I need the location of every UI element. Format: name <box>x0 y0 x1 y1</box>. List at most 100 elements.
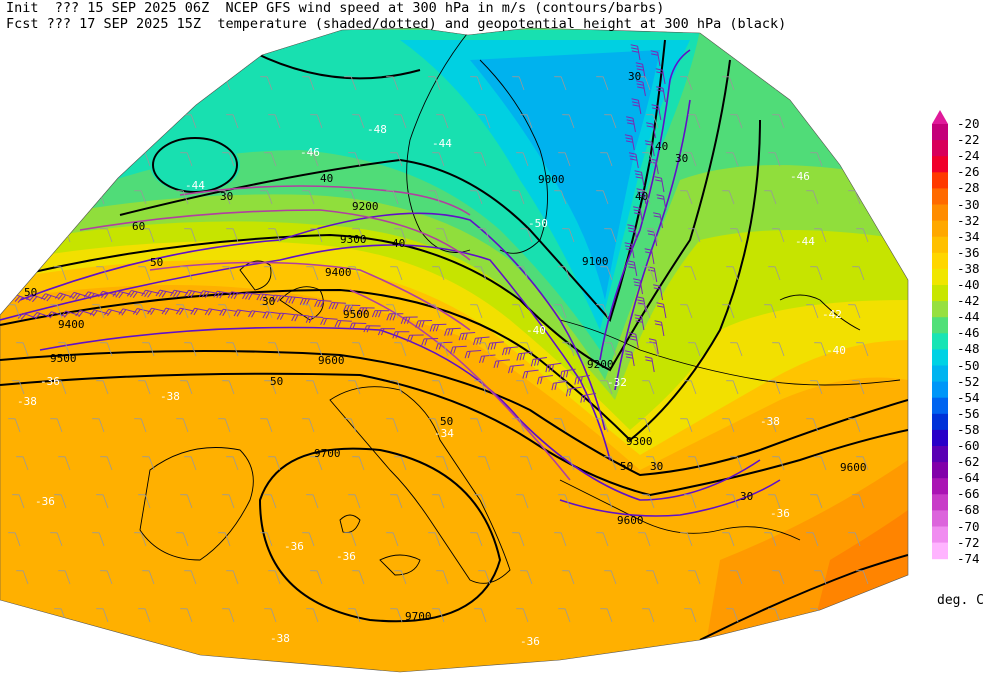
wind-barb <box>180 608 193 623</box>
colorbar-label: -24 <box>957 148 980 164</box>
colorbar-swatch <box>932 204 948 222</box>
wind-barb <box>363 325 381 333</box>
wind-barb <box>806 418 819 433</box>
wind-barb <box>848 190 861 205</box>
colorbar-label: -44 <box>957 309 980 325</box>
wind-barb <box>653 212 663 229</box>
wind-barb <box>428 304 441 319</box>
colorbar-swatch <box>932 252 948 270</box>
wind-barb <box>180 494 193 509</box>
wind-barb <box>180 266 193 281</box>
map-label: -44 <box>432 137 452 150</box>
wind-barb <box>348 380 361 395</box>
wind-barb <box>12 380 25 395</box>
wind-barb <box>628 332 639 349</box>
wind-barb <box>852 380 865 395</box>
wind-barb <box>386 304 399 319</box>
wind-barb <box>656 194 667 211</box>
colorbar-swatch <box>932 478 948 495</box>
wind-barb <box>392 331 410 339</box>
wind-barb <box>722 418 735 433</box>
wind-barb <box>478 342 491 357</box>
wind-barb <box>377 328 395 336</box>
wind-barb <box>474 152 487 167</box>
wind-barb <box>562 228 575 243</box>
wind-barb <box>814 570 827 585</box>
wind-barb <box>218 532 231 547</box>
wind-barb <box>638 532 651 547</box>
wind-barb <box>856 228 869 243</box>
wind-barb <box>436 456 449 471</box>
wind-barb <box>520 228 533 243</box>
colorbar-label: -36 <box>957 244 980 260</box>
wind-barb <box>627 260 638 277</box>
wind-barb <box>512 190 525 205</box>
map-label: -32 <box>607 376 627 389</box>
wind-barb <box>428 190 441 205</box>
domain-outline <box>0 27 909 673</box>
wind-barb <box>768 266 781 281</box>
wind-barb <box>604 228 617 243</box>
colorbar-swatch <box>932 542 948 560</box>
wind-barb <box>450 345 467 354</box>
colorbar-swatch <box>932 140 948 157</box>
wind-barb <box>348 152 361 167</box>
height-labels: 9000 9100 9200 9200 9300 9300 9400 9400 9500 9500… <box>50 173 867 623</box>
wind-barb <box>219 308 238 316</box>
wind-barb <box>428 532 441 547</box>
wind-barb <box>126 290 145 298</box>
wind-barb <box>98 290 117 299</box>
colorbar-swatch <box>932 413 948 431</box>
colorbar-swatch <box>932 301 948 318</box>
wind-barb <box>226 456 239 471</box>
wind-barb <box>344 190 357 205</box>
wind-barb <box>222 152 235 167</box>
wind-barb <box>806 76 819 91</box>
wind-barb <box>600 380 613 395</box>
colorbar-label: -68 <box>957 502 980 518</box>
wind-barb <box>58 570 71 585</box>
wind-barb <box>242 292 260 300</box>
wind-barb <box>646 228 659 243</box>
wind-barb <box>198 290 217 298</box>
wind-barb <box>100 570 113 585</box>
colorbar-swatch <box>932 236 948 254</box>
wind-barb <box>856 342 869 357</box>
colorbar-swatch <box>932 268 948 286</box>
wind-barb <box>344 418 357 433</box>
map-label: 30 <box>220 190 233 203</box>
wind-barb <box>371 310 389 318</box>
wind-barb <box>8 304 21 319</box>
wind-barb <box>302 532 315 547</box>
wind-barb <box>558 380 571 395</box>
wind-barb <box>596 304 609 319</box>
wind-barb <box>142 456 155 471</box>
wind-barb <box>96 494 109 509</box>
wind-barb <box>262 311 281 319</box>
wind-barb <box>810 152 823 167</box>
wind-barb <box>470 304 483 319</box>
colorbar-swatch <box>932 156 948 173</box>
wind-barb <box>688 114 701 129</box>
colorbar-label: -26 <box>957 164 980 180</box>
wind-barb <box>436 570 449 585</box>
wind-barb <box>138 380 151 395</box>
wind-barb <box>604 342 617 357</box>
wind-barb <box>470 532 483 547</box>
wind-barb <box>638 418 651 433</box>
map-label: 9000 <box>538 173 565 186</box>
wind-barb <box>726 266 739 281</box>
colorbar-swatch <box>932 220 948 238</box>
colorbar-label: -54 <box>957 389 980 405</box>
wind-barb <box>726 152 739 167</box>
wind-barb <box>806 304 819 319</box>
wind-barb <box>814 114 827 129</box>
map-label: 9300 <box>340 233 367 246</box>
wind-barb <box>646 122 656 139</box>
wind-barb <box>516 152 529 167</box>
wind-barb <box>222 380 235 395</box>
wind-barb <box>551 380 568 391</box>
wind-barb <box>562 456 575 471</box>
map-label: 40 <box>635 190 648 203</box>
colorbar-label: -34 <box>957 228 980 244</box>
